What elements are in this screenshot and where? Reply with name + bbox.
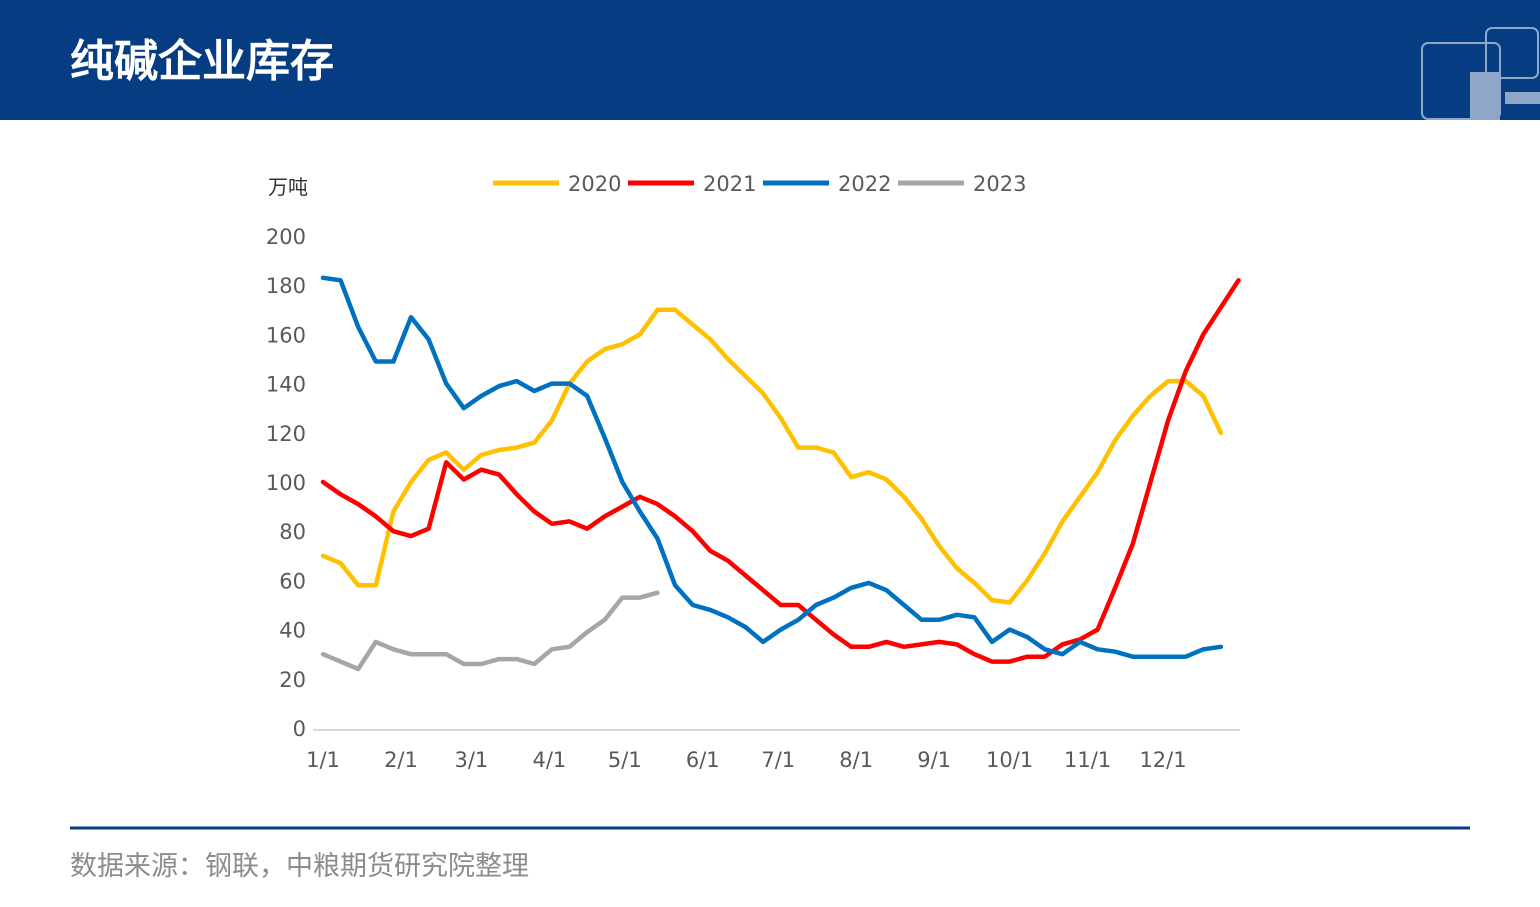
y-axis-unit: 万吨 [268,175,308,199]
x-tick-label: 8/1 [839,748,873,772]
y-tick-label: 160 [266,323,306,347]
y-tick-label: 40 [279,619,306,643]
header-band [0,0,1540,120]
slide-title: 纯碱企业库存 [70,36,334,87]
y-tick-label: 60 [279,569,306,593]
series-line [320,307,1224,605]
x-tick-label: 9/1 [917,748,951,772]
series-line [320,590,660,672]
x-tick-label: 2/1 [384,748,418,772]
x-tick-label: 11/1 [1064,748,1111,772]
y-tick-label: 120 [266,422,306,446]
x-tick-label: 3/1 [454,748,488,772]
x-tick-label: 6/1 [686,748,720,772]
x-tick-label: 10/1 [986,748,1033,772]
y-tick-label: 80 [279,520,306,544]
legend-label: 2021 [703,172,756,196]
source-note: 数据来源：钢联，中粮期货研究院整理 [70,851,529,882]
logo [1421,27,1540,120]
y-tick-label: 100 [266,471,306,495]
legend-label: 2020 [568,172,621,196]
legend-label: 2023 [973,172,1026,196]
y-tick-label: 180 [266,274,306,298]
y-tick-label: 200 [266,225,306,249]
y-tick-label: 140 [266,373,306,397]
x-tick-label: 5/1 [608,748,642,772]
series-line [320,278,1241,664]
x-tick-label: 12/1 [1139,748,1186,772]
legend-label: 2022 [838,172,891,196]
y-tick-label: 20 [279,668,306,692]
x-tick-label: 7/1 [761,748,795,772]
series-line [320,275,1224,659]
x-tick-label: 4/1 [532,748,566,772]
x-tick-label: 1/1 [306,748,340,772]
y-tick-label: 0 [293,717,306,741]
